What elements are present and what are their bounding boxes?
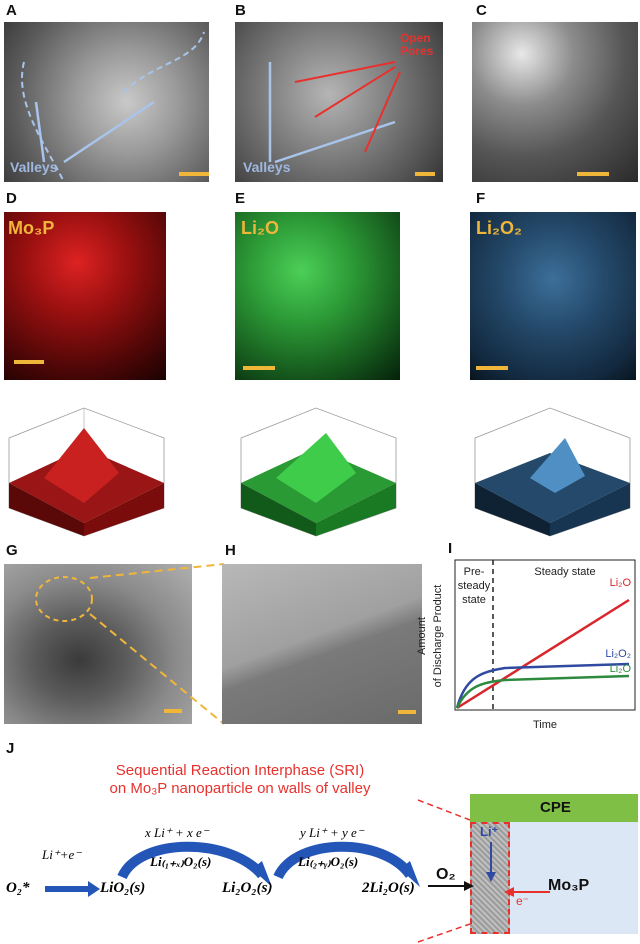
panel-label-i: I (448, 540, 453, 557)
scale-bar-e (243, 366, 275, 370)
panel-label-h: H (225, 542, 236, 559)
species-li2o: 2Li₂O(s) (362, 880, 415, 896)
optical-image-c (472, 22, 638, 182)
chart-discharge-product: Pre- steady state Steady state Li₂O Li₂O… (416, 559, 636, 731)
reaction-scheme (45, 841, 420, 897)
panel-label-d: D (6, 190, 17, 207)
scale-bar-h (398, 710, 416, 714)
valleys-label-a: Valleys (10, 159, 58, 175)
scale-bar-g (164, 709, 182, 713)
series-li2o-green-line (455, 674, 630, 709)
scale-bar-d (14, 360, 44, 364)
histogram-mo3p (8, 407, 165, 537)
panel-label-j: J (6, 740, 15, 757)
valleys-label-b: Valleys (243, 159, 291, 175)
step3-intermediate: Li₍₂₊ᵧ₎O₂(s) (298, 854, 359, 869)
zoom-connector-lines (89, 563, 225, 725)
legend-li2o-red: Li₂O (610, 577, 632, 589)
scheme-title: Sequential Reaction Interphase (SRI) on … (40, 762, 440, 798)
open-pores-label: Open Pores (400, 32, 433, 58)
y-axis-label-line2: of Discharge Product (432, 585, 444, 688)
species-o2-star: O₂* (6, 880, 30, 896)
scale-bar-b (415, 172, 435, 176)
step3-reagent: y Li⁺ + y e⁻ (300, 825, 364, 840)
cpe-label: CPE (540, 799, 571, 816)
species-li2o2: Li₂O₂(s) (222, 880, 273, 896)
series-li2o-line (456, 598, 630, 710)
sem-image-a: Valleys (4, 22, 209, 182)
step1-reagent: Li⁺+e⁻ (42, 847, 82, 862)
histogram-li2o2 (474, 407, 631, 537)
scale-bar-f (476, 366, 508, 370)
scale-bar-a (179, 172, 209, 176)
interface-schematic: CPE Li⁺ Mo₃P e⁻ (470, 794, 638, 934)
tem-image-h (222, 564, 422, 724)
region-pre-line2: steady (458, 580, 491, 592)
region-pre-line3: state (462, 594, 486, 606)
map-li2o2: Li₂O₂ (470, 212, 636, 380)
o2-arrow-and-boundary (417, 799, 474, 943)
step2-intermediate: Li₍₁₊ₓ₎O₂(s) (150, 854, 212, 869)
electron-label: e⁻ (516, 894, 530, 908)
panel-label-c: C (476, 2, 487, 19)
sri-boundary (470, 822, 510, 934)
histogram-li2o (240, 407, 397, 537)
scale-bar-c (577, 172, 609, 176)
li-plus-label: Li⁺ (480, 824, 499, 839)
step2-reagent: x Li⁺ + x e⁻ (145, 825, 209, 840)
region-pre-line1: Pre- (464, 566, 485, 578)
panel-label-f: F (476, 190, 486, 207)
sem-image-b: Open Pores Valleys (235, 22, 443, 182)
species-lio2: LiO₂(s) (100, 880, 146, 896)
legend-li2o-green: Li₂O (610, 663, 632, 675)
series-li2o2-line (455, 662, 630, 709)
y-axis-label-line1: Amount (416, 617, 428, 655)
legend-li2o2: Li₂O₂ (605, 648, 631, 660)
mo3p-label: Mo₃P (548, 877, 590, 894)
element-label-mo3p: Mo₃P (8, 218, 55, 238)
open-pores-line1: Open (400, 31, 431, 45)
element-label-li2o2: Li₂O₂ (476, 218, 522, 238)
region-steady: Steady state (534, 566, 595, 578)
open-pores-line2: Pores (400, 44, 434, 58)
map-li2o: Li₂O (235, 212, 400, 380)
cpe-layer: CPE (470, 794, 638, 822)
panel-label-g: G (6, 542, 18, 559)
panel-label-e: E (235, 190, 246, 207)
x-axis-label: Time (533, 719, 557, 731)
element-label-li2o: Li₂O (241, 218, 279, 238)
scheme-title-line2: on Mo₃P nanoparticle on walls of valley (109, 780, 371, 797)
panel-label-b: B (235, 2, 246, 19)
scheme-title-line1: Sequential Reaction Interphase (SRI) (115, 762, 365, 779)
o2-label: O₂ (436, 866, 456, 883)
panel-label-a: A (6, 2, 17, 19)
tem-image-g (4, 564, 192, 724)
map-mo3p: Mo₃P (4, 212, 166, 380)
